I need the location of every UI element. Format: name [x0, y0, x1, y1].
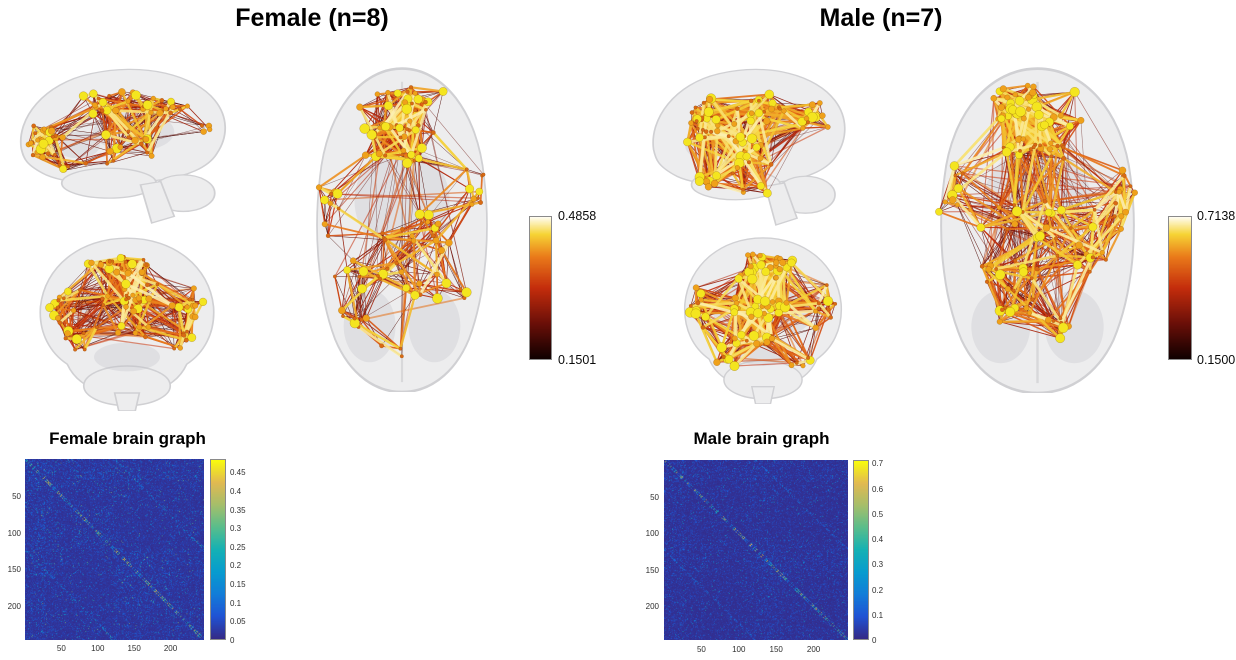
connectivity-network [683, 89, 831, 198]
female-adjacency-matrix-heatmap [25, 459, 204, 640]
matrix-x-tick-label: 200 [806, 645, 821, 654]
female-matrix-title: Female brain graph [49, 429, 206, 448]
matrix-colorbar-tick-label: 0.05 [230, 617, 246, 627]
female-colorbar-max-label: 0.4858 [558, 209, 597, 223]
matrix-y-tick-label: 200 [645, 602, 659, 612]
matrix-x-tick-label: 150 [127, 644, 141, 653]
female-colorbar-min-label: 0.1501 [558, 353, 597, 367]
matrix-colorbar-tick-label: 0.25 [230, 542, 246, 552]
male-colorbar-min-label: 0.1500 [1197, 353, 1236, 367]
matrix-x-tick-label: 50 [56, 644, 66, 653]
male-axial-brain-view [935, 67, 1139, 393]
female-brain-colorbar [529, 216, 552, 360]
matrix-colorbar-tick-label: 0.6 [872, 484, 884, 494]
connectivity-network [684, 251, 838, 371]
connectivity-network [45, 253, 208, 352]
matrix-y-tick-label: 50 [12, 491, 21, 501]
male-sagittal-brain-view [652, 68, 846, 226]
matrix-colorbar-tick-label: 0.4 [872, 535, 884, 545]
matrix-x-tick-label: 200 [163, 644, 178, 653]
matrix-colorbar-tick-label: 0 [872, 636, 877, 645]
matrix-colorbar-tick-label: 0.4 [230, 486, 242, 496]
female-matrix-colorbar [210, 459, 226, 640]
matrix-colorbar-tick-label: 0.5 [872, 509, 884, 519]
matrix-y-tick-label: 150 [645, 565, 659, 575]
female-panel-title: Female (n=8) [235, 4, 389, 32]
matrix-y-tick-label: 100 [645, 529, 659, 539]
connectivity-network [935, 82, 1139, 344]
female-axial-brain-view [315, 67, 488, 392]
matrix-colorbar-tick-label: 0.7 [872, 459, 884, 469]
female-coronal-brain-view [39, 237, 215, 411]
matrix-x-tick-label: 100 [91, 644, 105, 653]
male-brain-colorbar [1168, 216, 1192, 360]
matrix-colorbar-tick-label: 0.15 [230, 580, 246, 590]
matrix-colorbar-tick-label: 0.3 [872, 560, 884, 570]
male-matrix-title: Male brain graph [693, 429, 830, 448]
female-sagittal-brain-view [19, 68, 227, 224]
matrix-colorbar-tick-label: 0 [230, 636, 235, 645]
matrix-y-tick-label: 50 [650, 492, 659, 502]
matrix-colorbar-tick-label: 0.45 [230, 468, 246, 478]
matrix-y-tick-label: 100 [7, 528, 21, 538]
matrix-y-tick-label: 150 [7, 565, 21, 575]
matrix-y-tick-label: 200 [7, 602, 21, 612]
male-adjacency-matrix-heatmap [664, 460, 848, 640]
matrix-x-tick-label: 150 [769, 645, 783, 654]
matrix-x-tick-label: 100 [732, 645, 746, 654]
matrix-colorbar-tick-label: 0.2 [230, 561, 242, 571]
male-panel-title: Male (n=7) [819, 4, 943, 32]
male-matrix-colorbar [853, 460, 869, 640]
matrix-colorbar-tick-label: 0.3 [230, 524, 242, 534]
connectivity-network [315, 85, 486, 359]
matrix-colorbar-tick-label: 0.35 [230, 505, 246, 515]
matrix-colorbar-tick-label: 0.2 [872, 585, 884, 595]
matrix-x-tick-label: 50 [696, 645, 706, 654]
connectivity-network [25, 88, 213, 173]
male-colorbar-max-label: 0.7138 [1197, 209, 1236, 223]
matrix-colorbar-tick-label: 0.1 [230, 598, 242, 608]
matrix-colorbar-tick-label: 0.1 [872, 610, 884, 620]
male-coronal-brain-view [683, 237, 843, 404]
